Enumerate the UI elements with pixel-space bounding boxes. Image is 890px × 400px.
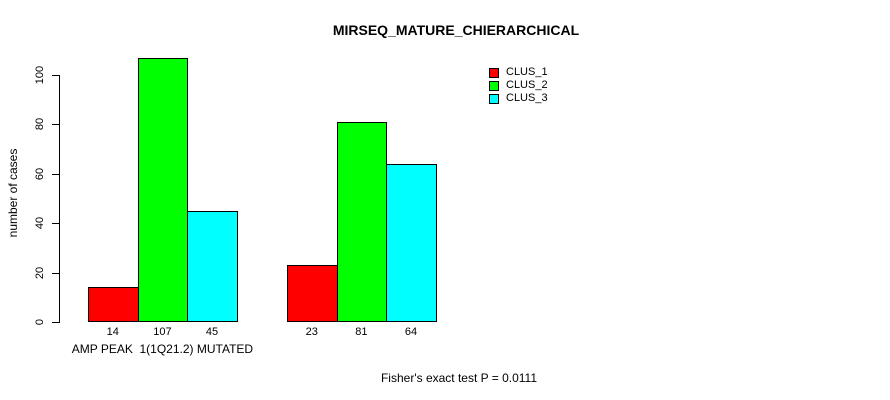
y-axis-tick [52, 75, 59, 76]
bar-value-label: 45 [205, 326, 219, 338]
legend-swatch-clus_3 [489, 93, 499, 104]
y-axis-tick-label: 100 [34, 65, 46, 85]
bar-value-label: 81 [355, 326, 368, 338]
y-axis-line [59, 74, 60, 323]
y-axis-tick [52, 173, 59, 175]
bar-value-label: 23 [305, 326, 318, 338]
legend-item: CLUS_3 [489, 92, 548, 105]
bar-clus_1-group2 [287, 265, 338, 322]
y-axis-tick-label: 20 [34, 266, 46, 279]
y-axis-title: number of cases [6, 148, 20, 238]
legend-item: CLUS_2 [489, 79, 548, 92]
chart-title: MIRSEQ_MATURE_CHIERARCHICAL [332, 22, 580, 38]
legend-label: CLUS_1 [506, 66, 548, 78]
legend-swatch-clus_1 [489, 67, 499, 78]
legend-label: CLUS_3 [506, 92, 548, 104]
y-axis-tick-label: 80 [34, 118, 46, 131]
bar-value-label: 64 [404, 326, 418, 338]
bar-clus_2-group1 [137, 57, 189, 322]
legend: CLUS_1 CLUS_2 CLUS_3 [489, 66, 548, 105]
bar-value-label: 107 [153, 326, 172, 338]
y-axis-tick-label: 60 [34, 167, 46, 180]
bar-clus_2-group2 [336, 121, 388, 322]
y-axis-tick [52, 223, 59, 225]
y-axis-tick-label: 40 [34, 217, 46, 230]
legend-label: CLUS_2 [506, 79, 548, 91]
legend-swatch-clus_2 [489, 80, 499, 91]
y-axis-tick [52, 124, 59, 126]
bar-clus_3-group2 [386, 163, 437, 322]
y-axis-tick [52, 322, 59, 323]
bar-clus_3-group1 [187, 210, 238, 322]
bar-clus_1-group1 [88, 287, 139, 322]
legend-item: CLUS_1 [489, 66, 548, 79]
group-label: AMP PEAK 1(1Q21.2) MUTATED [71, 342, 254, 356]
bar-value-label: 14 [106, 326, 119, 338]
footnote-pvalue: Fisher's exact test P = 0.0111 [380, 371, 538, 385]
y-axis-tick [52, 272, 59, 274]
y-axis-tick-label: 0 [34, 318, 46, 326]
